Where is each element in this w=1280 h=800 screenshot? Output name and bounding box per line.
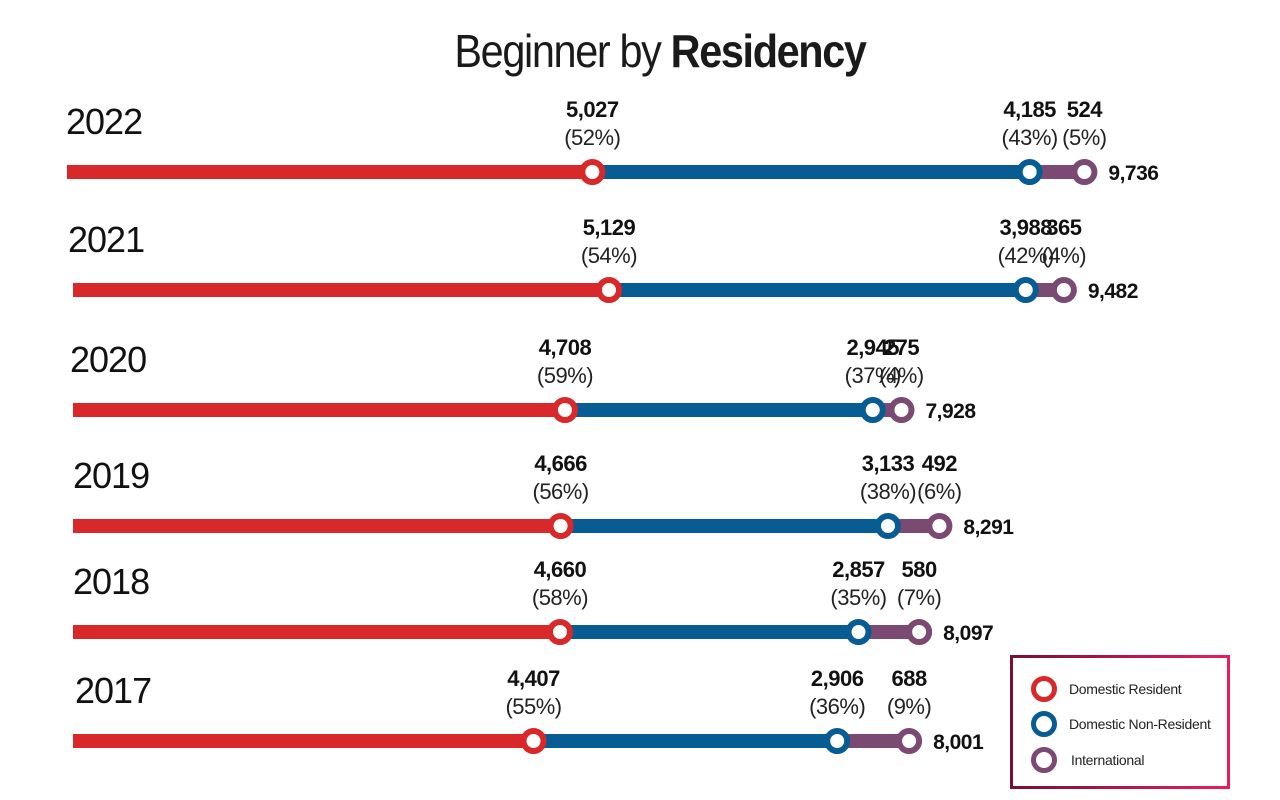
percent-label: (36%) bbox=[809, 694, 865, 719]
total-label: 7,928 bbox=[925, 400, 976, 423]
percent-label: (5%) bbox=[1062, 125, 1106, 150]
percent-label: (58%) bbox=[532, 585, 588, 610]
percent-label: (35%) bbox=[830, 585, 886, 610]
value-label: 2,945 bbox=[846, 335, 899, 360]
percent-label: (7%) bbox=[897, 585, 941, 610]
marker-domestic-non-resident bbox=[1012, 277, 1039, 303]
percent-label: (6%) bbox=[917, 479, 961, 504]
year-label: 2020 bbox=[70, 339, 146, 380]
legend-label: International bbox=[1071, 752, 1145, 768]
value-label: 5,129 bbox=[583, 215, 636, 240]
value-label: 3,988 bbox=[999, 215, 1052, 240]
marker-international bbox=[1050, 277, 1077, 303]
total-label: 8,291 bbox=[963, 516, 1014, 539]
year-label: 2018 bbox=[73, 561, 149, 602]
marker-domestic-non-resident bbox=[824, 728, 851, 754]
marker-domestic-resident bbox=[595, 277, 622, 303]
marker-international bbox=[906, 619, 933, 645]
value-label: 2,906 bbox=[811, 666, 864, 691]
marker-domestic-resident bbox=[547, 513, 574, 539]
percent-label: (54%) bbox=[581, 243, 637, 268]
legend-label: Domestic Non-Resident bbox=[1069, 716, 1211, 732]
percent-label: (4%) bbox=[879, 363, 923, 388]
percent-label: (56%) bbox=[533, 479, 589, 504]
value-label: 580 bbox=[902, 557, 937, 582]
value-label: 365 bbox=[1046, 215, 1081, 240]
legend-swatch-domestic-non-resident bbox=[1031, 711, 1057, 737]
value-label: 4,660 bbox=[534, 557, 587, 582]
value-label: 524 bbox=[1067, 97, 1103, 122]
value-label: 688 bbox=[891, 666, 926, 691]
chart-title-bold: Residency bbox=[670, 25, 867, 77]
percent-label: (55%) bbox=[505, 694, 561, 719]
marker-international bbox=[926, 513, 953, 539]
value-label: 4,407 bbox=[507, 666, 560, 691]
value-label: 5,027 bbox=[566, 97, 619, 122]
legend-item-domestic-resident: Domestic Resident bbox=[1031, 676, 1182, 702]
legend-swatch-international bbox=[1031, 747, 1057, 773]
marker-domestic-resident bbox=[551, 397, 578, 423]
percent-label: (37%) bbox=[845, 363, 901, 388]
chart-title: Beginner by Residency bbox=[66, 24, 1254, 78]
legend-swatch-domestic-resident bbox=[1031, 676, 1057, 702]
value-label: 492 bbox=[922, 451, 957, 476]
value-label: 275 bbox=[884, 335, 919, 360]
percent-label: (52%) bbox=[564, 125, 620, 150]
total-label: 9,736 bbox=[1108, 162, 1158, 185]
value-label: 2,857 bbox=[832, 557, 885, 582]
percent-label: (43%) bbox=[1002, 125, 1058, 150]
marker-domestic-non-resident bbox=[874, 513, 901, 539]
year-label: 2017 bbox=[75, 670, 151, 711]
value-label: 4,708 bbox=[539, 335, 592, 360]
legend-item-international: International bbox=[1031, 747, 1144, 773]
marker-international bbox=[896, 728, 923, 754]
marker-domestic-resident bbox=[520, 728, 547, 754]
year-label: 2019 bbox=[73, 455, 149, 496]
chart-title-light: Beginner by bbox=[454, 25, 671, 77]
value-label: 3,133 bbox=[862, 451, 915, 476]
percent-label: (9%) bbox=[887, 694, 931, 719]
percent-label: (38%) bbox=[860, 479, 916, 504]
marker-international bbox=[1071, 159, 1098, 185]
total-label: 8,097 bbox=[943, 622, 993, 645]
value-label: 4,185 bbox=[1003, 97, 1056, 122]
marker-domestic-resident bbox=[579, 159, 606, 185]
percent-label: (59%) bbox=[537, 363, 593, 388]
legend-item-domestic-non-resident: Domestic Non-Resident bbox=[1031, 711, 1211, 737]
marker-domestic-non-resident bbox=[859, 397, 886, 423]
total-label: 8,001 bbox=[933, 731, 984, 754]
year-label: 2021 bbox=[68, 219, 144, 260]
marker-domestic-non-resident bbox=[1016, 159, 1043, 185]
marker-domestic-non-resident bbox=[845, 619, 872, 645]
percent-label: (42%) bbox=[998, 243, 1054, 268]
legend: Domestic Resident Domestic Non-Resident … bbox=[1010, 655, 1230, 789]
marker-international bbox=[888, 397, 915, 423]
total-label: 9,482 bbox=[1088, 280, 1138, 303]
value-label: 4,666 bbox=[534, 451, 587, 476]
legend-label: Domestic Resident bbox=[1069, 681, 1182, 697]
percent-label: (4%) bbox=[1042, 243, 1086, 268]
year-label: 2022 bbox=[66, 101, 142, 142]
marker-domestic-resident bbox=[546, 619, 573, 645]
